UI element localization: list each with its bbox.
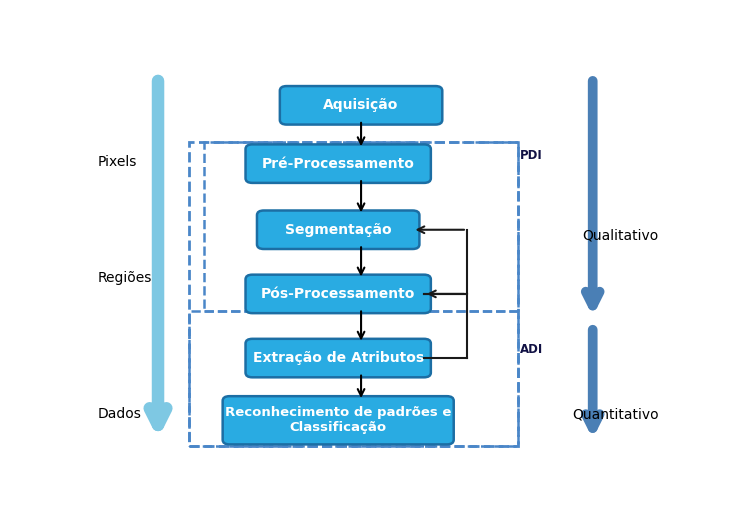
FancyBboxPatch shape bbox=[246, 275, 431, 313]
Text: Segmentação: Segmentação bbox=[285, 223, 391, 237]
FancyBboxPatch shape bbox=[246, 144, 431, 183]
Text: ADI: ADI bbox=[520, 342, 543, 356]
FancyBboxPatch shape bbox=[246, 339, 431, 377]
Text: Reconhecimento de padrões e
Classificação: Reconhecimento de padrões e Classificaçã… bbox=[225, 407, 452, 434]
Text: Quantitativo: Quantitativo bbox=[572, 408, 658, 422]
Text: Pós-Processamento: Pós-Processamento bbox=[261, 287, 415, 301]
Text: Extração de Atributos: Extração de Atributos bbox=[252, 351, 424, 365]
FancyBboxPatch shape bbox=[257, 211, 419, 249]
Bar bbox=[190, 142, 518, 445]
Text: Pixels: Pixels bbox=[98, 155, 137, 169]
Text: Regiões: Regiões bbox=[98, 271, 152, 285]
FancyBboxPatch shape bbox=[280, 86, 442, 125]
Text: Pré-Processamento: Pré-Processamento bbox=[262, 157, 415, 171]
Text: Dados: Dados bbox=[98, 408, 142, 422]
Text: PDI: PDI bbox=[520, 149, 543, 163]
FancyBboxPatch shape bbox=[223, 396, 454, 444]
Text: Aquisição: Aquisição bbox=[323, 98, 399, 112]
Bar bbox=[204, 142, 518, 312]
Bar bbox=[190, 312, 518, 445]
Text: Qualitativo: Qualitativo bbox=[582, 229, 658, 242]
